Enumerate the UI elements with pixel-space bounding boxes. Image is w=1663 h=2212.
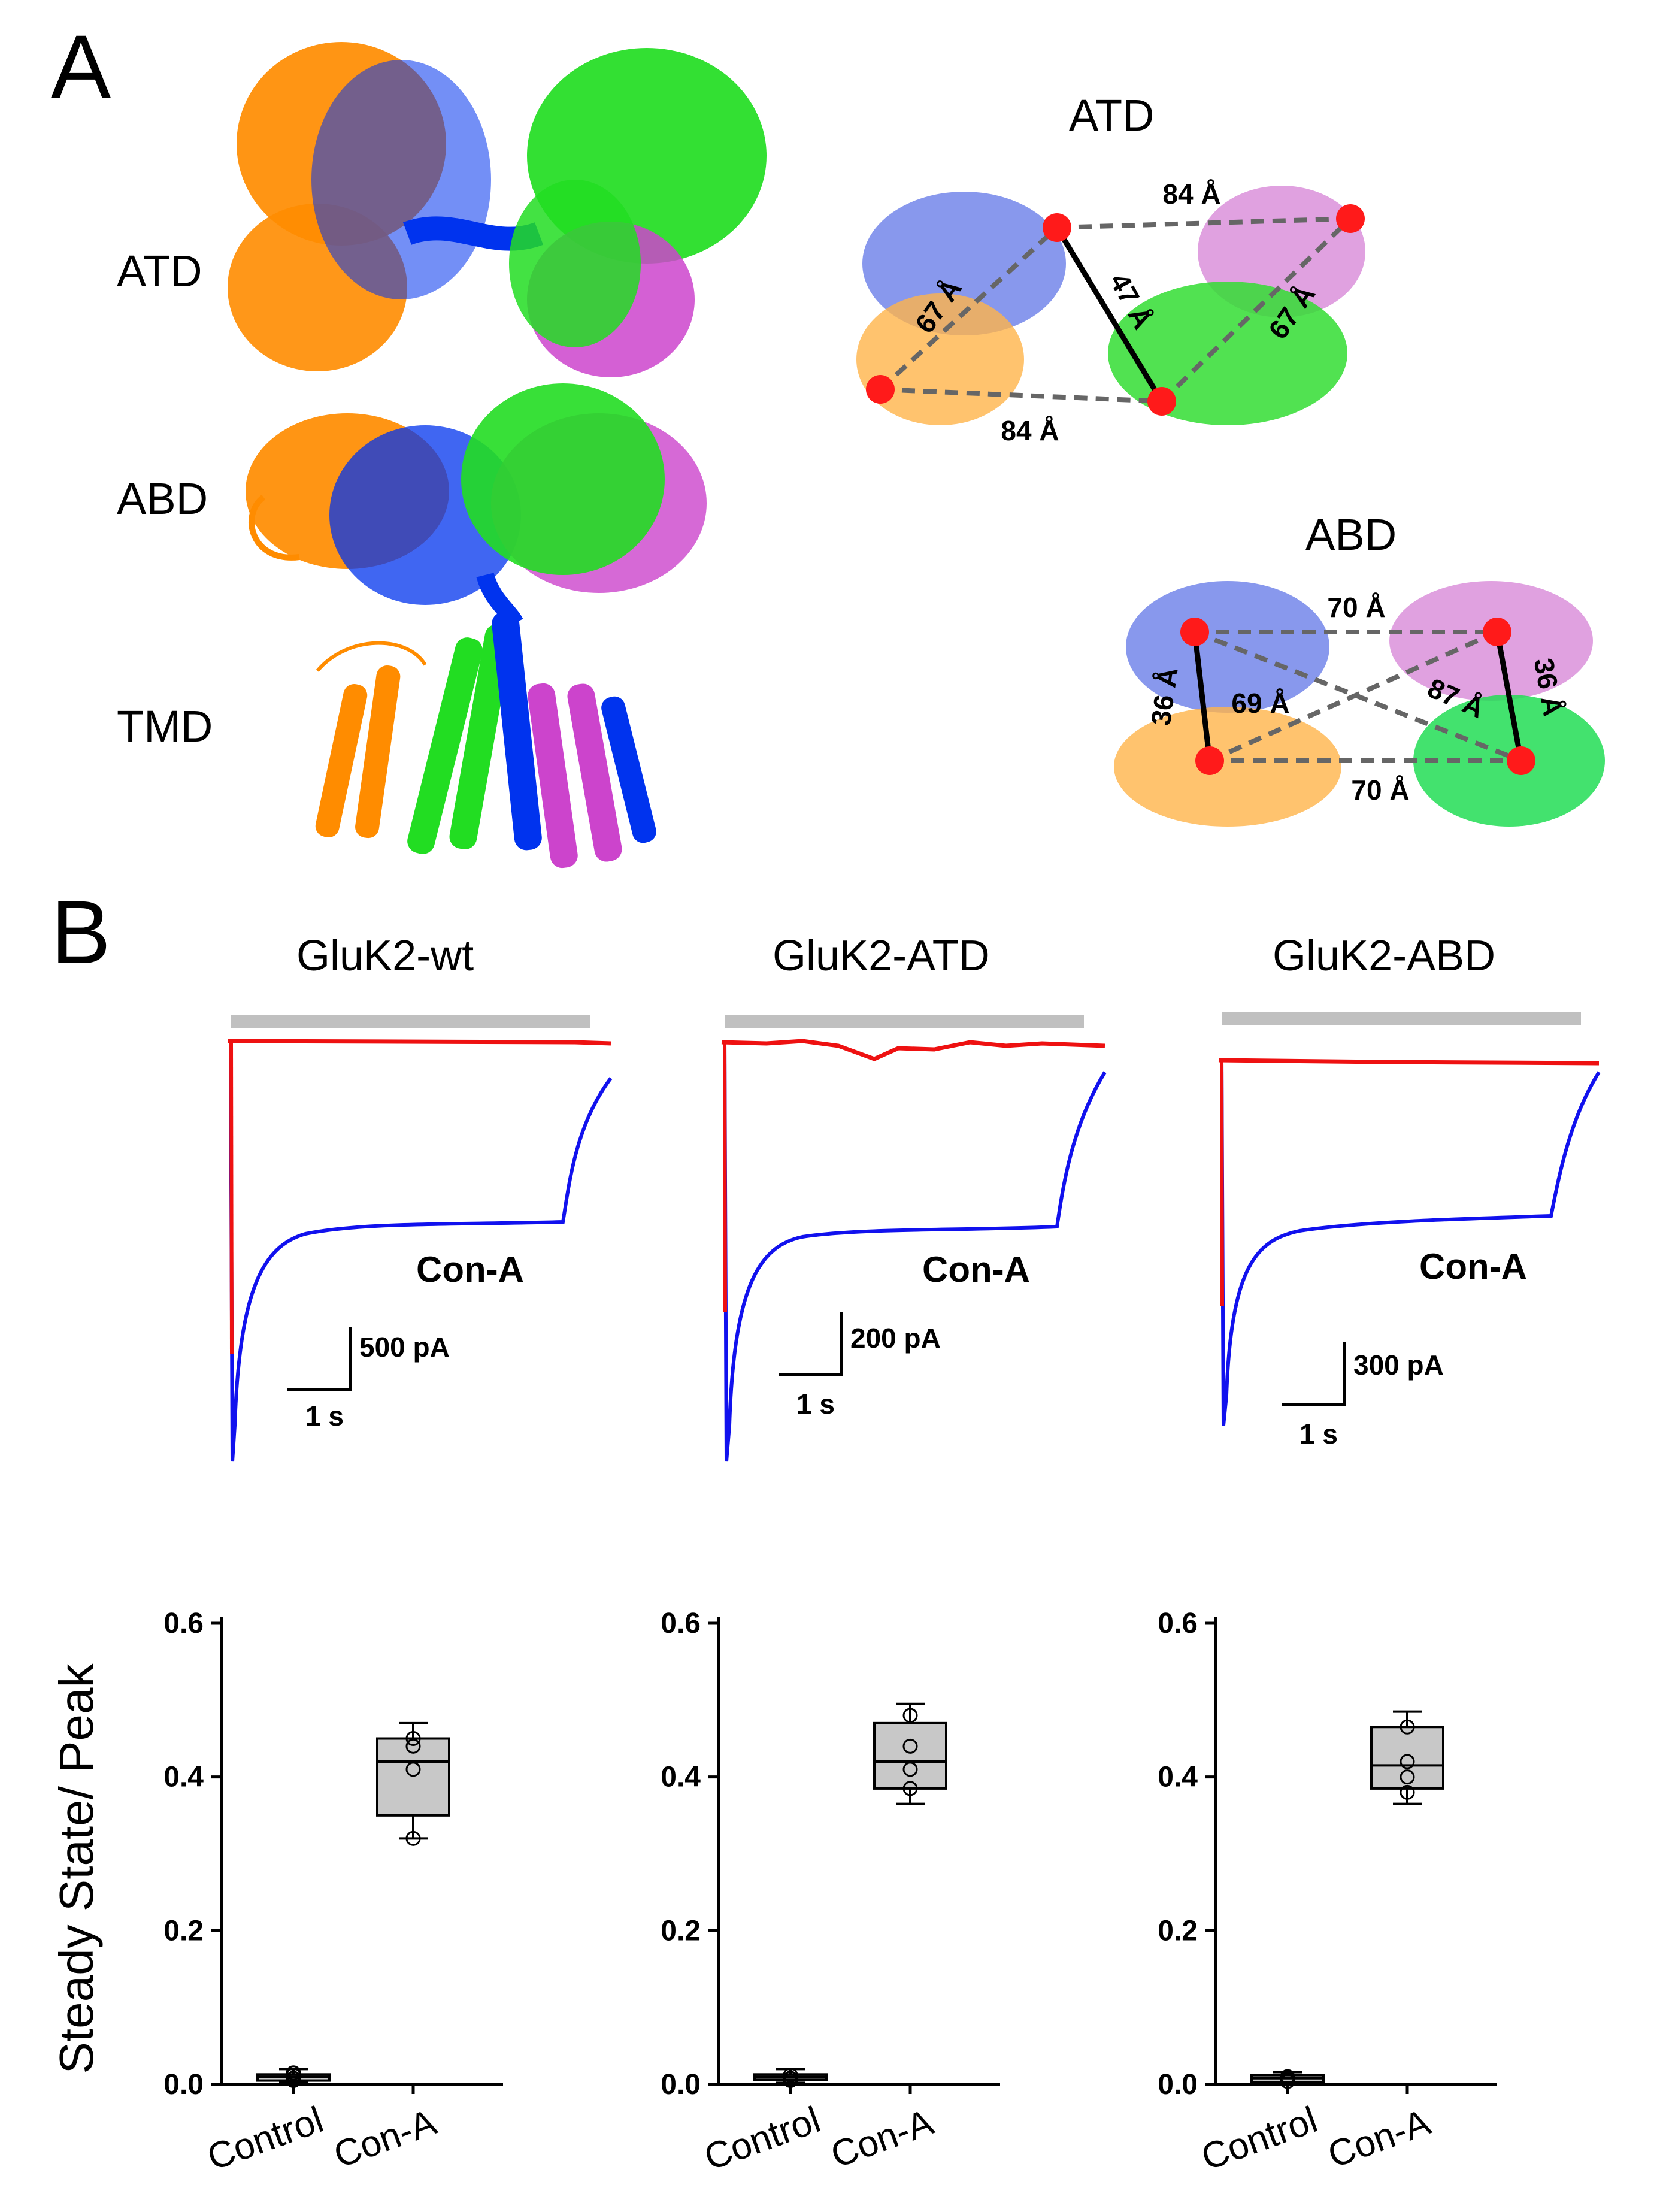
- agonist-application-bar: [231, 1015, 590, 1028]
- atd-anchor-point: [1043, 213, 1071, 242]
- data-point: [405, 1731, 421, 1746]
- y-tick-label: 0.2: [661, 1915, 701, 1947]
- scale-bar: [779, 1312, 843, 1376]
- abd-schematic-title: ABD: [1305, 510, 1397, 559]
- x-category-label: Control: [202, 2099, 328, 2178]
- x-category-label: Con-A: [826, 2101, 939, 2176]
- data-point: [405, 1738, 421, 1754]
- atd-distance-schematic: 84 Å 84 Å 67 Å 67 Å 47 Å: [856, 178, 1365, 446]
- y-tick-label: 0.4: [163, 1762, 204, 1793]
- abd-structure: [246, 383, 707, 605]
- scale-y-label: 200 pA: [850, 1323, 941, 1354]
- box-chart-wt: 0.0 0.2 0.4 0.6 Control Con-A: [163, 1608, 503, 2178]
- y-tick-label: 0.4: [661, 1762, 701, 1793]
- y-tick-label: 0.0: [661, 2069, 701, 2101]
- abd-anchor-point: [1195, 746, 1224, 775]
- cona-trace: [723, 1042, 1107, 1462]
- x-category-label: Con-A: [329, 2101, 442, 2176]
- panel-a-label: A: [51, 16, 111, 117]
- data-point: [902, 1708, 918, 1723]
- y-tick-label: 0.4: [1158, 1762, 1198, 1793]
- trace-treatment-label: Con-A: [922, 1249, 1030, 1290]
- scale-x-label: 1 s: [305, 1400, 344, 1432]
- x-category-label: Control: [699, 2099, 825, 2178]
- panel-b-label: B: [51, 882, 111, 982]
- scale-y-label: 500 pA: [359, 1332, 450, 1363]
- domain-label-tmd: TMD: [117, 701, 213, 751]
- trace-treatment-label: Con-A: [1419, 1246, 1527, 1287]
- atd-anchor-point: [1147, 387, 1176, 416]
- y-tick-label: 0.0: [163, 2069, 204, 2101]
- atd-schematic-title: ATD: [1069, 90, 1155, 140]
- abd-subunit-blue: [1126, 581, 1329, 713]
- cona-trace: [229, 1042, 613, 1462]
- box-chart-abd: 0.0 0.2 0.4 0.6 Control Con-A: [1158, 1608, 1497, 2178]
- box-iqr: [1370, 1726, 1444, 1790]
- box-chart-atd: 0.0 0.2 0.4 0.6 Control Con-A: [661, 1608, 1000, 2178]
- scale-x-label: 1 s: [1299, 1418, 1338, 1450]
- y-axis-title: Steady State/ Peak: [50, 1663, 103, 2074]
- data-point: [783, 2068, 798, 2083]
- trace-panel-atd: Con-A 200 pA 1 s: [721, 1015, 1107, 1462]
- trace-panel-abd: Con-A 300 pA 1 s: [1218, 1012, 1601, 1450]
- scale-bar: [287, 1327, 352, 1391]
- data-point: [1400, 1784, 1415, 1800]
- data-point: [1400, 1719, 1415, 1735]
- y-tick-label: 0.6: [163, 1608, 204, 1639]
- x-category-label: Con-A: [1323, 2101, 1436, 2176]
- trace-title-wt: GluK2-wt: [296, 932, 474, 980]
- atd-anchor-point: [866, 375, 895, 404]
- data-point: [902, 1781, 918, 1796]
- agonist-application-bar: [725, 1015, 1084, 1028]
- domain-label-abd: ABD: [117, 474, 208, 524]
- y-tick-label: 0.2: [1158, 1915, 1198, 1947]
- control-trace-baseline: [721, 1039, 1105, 1061]
- domain-label-atd: ATD: [117, 246, 202, 296]
- data-point: [1400, 1754, 1415, 1769]
- box-iqr: [873, 1721, 947, 1790]
- abd-anchor-point: [1483, 618, 1511, 646]
- trace-treatment-label: Con-A: [416, 1249, 524, 1290]
- control-trace-baseline: [227, 1039, 611, 1046]
- tmd-structure: [315, 572, 656, 869]
- scale-bar: [1282, 1342, 1346, 1406]
- data-point: [405, 1830, 421, 1846]
- control-trace-peak: [229, 1042, 234, 1354]
- data-point: [286, 2065, 301, 2081]
- atd-subunit-orange: [856, 293, 1024, 425]
- abd-distance-bottom: 70 Å: [1351, 774, 1409, 806]
- trace-title-atd: GluK2-ATD: [773, 932, 990, 980]
- data-point: [902, 1762, 918, 1777]
- abd-distance-top: 70 Å: [1327, 592, 1385, 623]
- abd-distance-schematic: 70 Å 70 Å 36 Å 36 Å 69 Å 87 Å: [1114, 581, 1605, 827]
- x-category-label: Control: [1196, 2099, 1322, 2178]
- y-axis-title-container: Steady State/ Peak: [50, 1663, 103, 2074]
- data-point: [902, 1738, 918, 1754]
- control-trace-baseline: [1218, 1058, 1600, 1066]
- scale-x-label: 1 s: [796, 1388, 835, 1420]
- abd-subunit-orange: [1114, 707, 1341, 827]
- abd-distance-diag1: 69 Å: [1231, 688, 1289, 719]
- receptor-structure-image: [228, 42, 767, 869]
- data-point: [405, 1762, 421, 1777]
- atd-anchor-point: [1336, 204, 1365, 233]
- y-tick-label: 0.0: [1158, 2069, 1198, 2101]
- trace-title-abd: GluK2-ABD: [1273, 932, 1496, 980]
- scale-y-label: 300 pA: [1353, 1349, 1444, 1381]
- box-iqr: [376, 1737, 450, 1817]
- y-tick-label: 0.6: [661, 1608, 701, 1639]
- abd-anchor-point: [1180, 618, 1209, 646]
- data-point: [1280, 2069, 1295, 2084]
- cona-trace: [1220, 1060, 1601, 1426]
- atd-distance-bottom: 84 Å: [1001, 415, 1059, 446]
- agonist-application-bar: [1222, 1012, 1581, 1025]
- atd-distance-top: 84 Å: [1162, 178, 1220, 210]
- y-tick-label: 0.6: [1158, 1608, 1198, 1639]
- trace-panel-wt: Con-A 500 pA 1 s: [227, 1015, 613, 1462]
- data-point: [1400, 1769, 1415, 1785]
- atd-structure: [228, 42, 767, 377]
- y-tick-label: 0.2: [163, 1915, 204, 1947]
- abd-anchor-point: [1507, 746, 1535, 775]
